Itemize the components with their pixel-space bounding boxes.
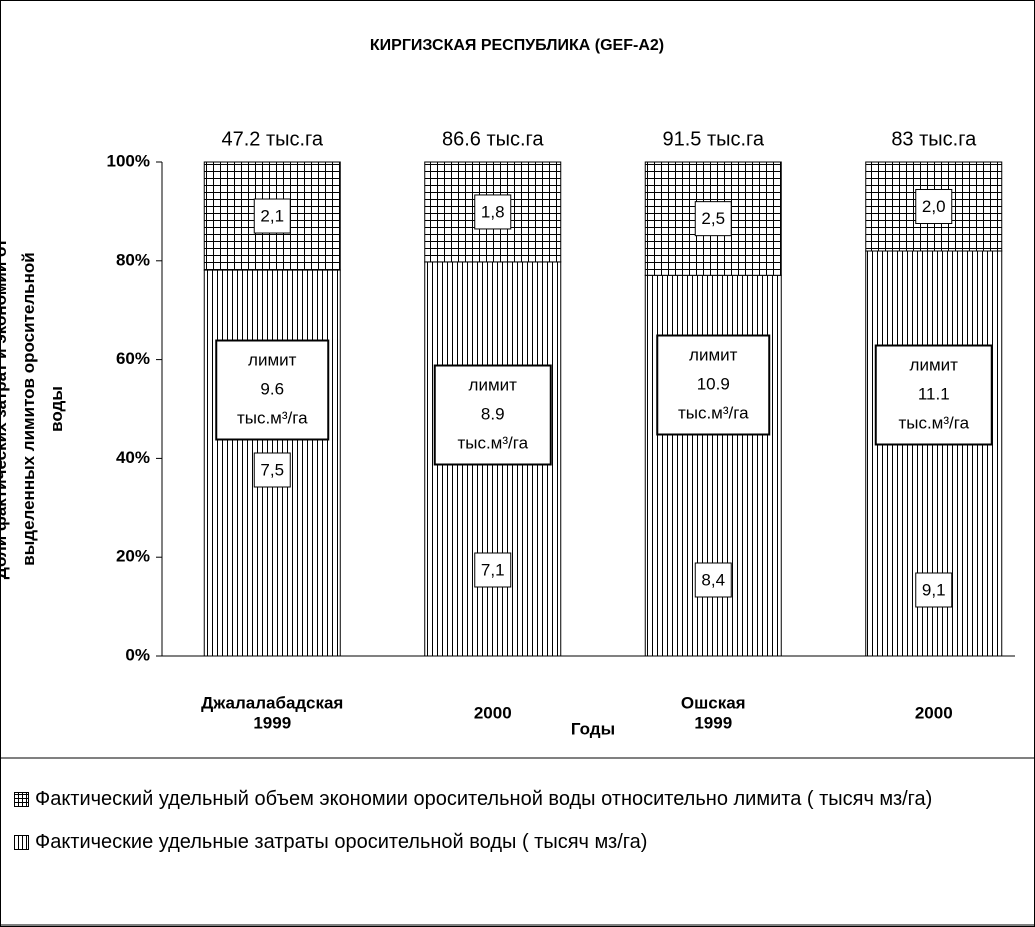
- data-label: 9,1: [922, 580, 946, 599]
- legend-label: Фактические удельные затраты оросительно…: [35, 831, 648, 853]
- data-label-box: [915, 572, 953, 608]
- x-axis-label: Годы: [571, 719, 615, 738]
- limit-label: 8.9: [481, 404, 505, 423]
- limit-box: [874, 344, 993, 446]
- x-tick-label: 1999: [694, 713, 732, 732]
- area-label: 47.2 тыс.га: [221, 128, 323, 150]
- y-axis-label-line: воды: [47, 386, 66, 432]
- data-label: 2,1: [260, 207, 284, 226]
- limit-box: [433, 364, 552, 466]
- data-label: 1,8: [481, 202, 505, 221]
- y-tick-label: 20%: [116, 547, 150, 566]
- y-axis-label-line: выделенных лимитов оросительной: [19, 252, 38, 565]
- y-tick-label: 40%: [116, 448, 150, 467]
- chart-title: КИРГИЗСКАЯ РЕСПУБЛИКА (GEF-A2): [370, 37, 664, 54]
- data-label: 8,4: [701, 570, 725, 589]
- data-label-box: [474, 552, 512, 588]
- data-label-box: [253, 452, 291, 488]
- x-tick-label: Джалалабадская: [201, 693, 343, 712]
- y-tick-label: 60%: [116, 349, 150, 368]
- data-label: 2,0: [922, 197, 946, 216]
- data-label-box: [253, 198, 291, 234]
- x-tick-label: Ошская: [681, 693, 746, 712]
- data-label: 2,5: [701, 209, 725, 228]
- y-tick-label: 80%: [116, 250, 150, 269]
- limit-label: тыс.м³/га: [457, 433, 528, 452]
- data-label: 7,1: [481, 560, 505, 579]
- limit-label: 11.1: [918, 384, 950, 403]
- limit-label: 9.6: [260, 379, 284, 398]
- legend-swatch: [14, 835, 29, 850]
- x-tick-label: 1999: [253, 713, 291, 732]
- y-tick-label: 0%: [125, 645, 150, 664]
- limit-label: тыс.м³/га: [678, 403, 749, 422]
- limit-label: тыс.м³/га: [237, 408, 308, 427]
- x-tick-label: 2000: [915, 703, 953, 722]
- limit-label: лимит: [910, 355, 959, 374]
- y-tick-label: 100%: [107, 151, 150, 170]
- legend: Фактический удельный объем экономии орос…: [14, 786, 1014, 872]
- data-label-box: [694, 562, 732, 598]
- data-label-box: [915, 189, 953, 225]
- limit-box: [656, 334, 771, 436]
- legend-label: Фактический удельный объем экономии орос…: [35, 788, 933, 810]
- limit-box: [215, 339, 330, 441]
- x-tick-label: 2000: [474, 703, 512, 722]
- area-label: 91.5 тыс.га: [662, 128, 764, 150]
- data-label-box: [474, 194, 512, 230]
- legend-item: Фактические удельные затраты оросительно…: [14, 829, 1014, 856]
- area-label: 86.6 тыс.га: [442, 128, 544, 150]
- area-label: 83 тыс.га: [891, 128, 977, 150]
- limit-label: 10.9: [697, 374, 730, 393]
- limit-label: лимит: [248, 350, 297, 369]
- limit-label: лимит: [469, 375, 518, 394]
- y-axis-label: Доли фактических затрат и экономии от выд…: [0, 239, 66, 580]
- limit-label: лимит: [689, 345, 738, 364]
- legend-item: Фактический удельный объем экономии орос…: [14, 786, 1014, 813]
- data-label: 7,5: [260, 460, 284, 479]
- bar-segment: [644, 274, 782, 657]
- legend-swatch: [14, 792, 29, 807]
- limit-label: тыс.м³/га: [898, 413, 969, 432]
- y-axis-label-line: Доли фактических затрат и экономии от: [0, 239, 10, 580]
- data-label-box: [694, 201, 732, 237]
